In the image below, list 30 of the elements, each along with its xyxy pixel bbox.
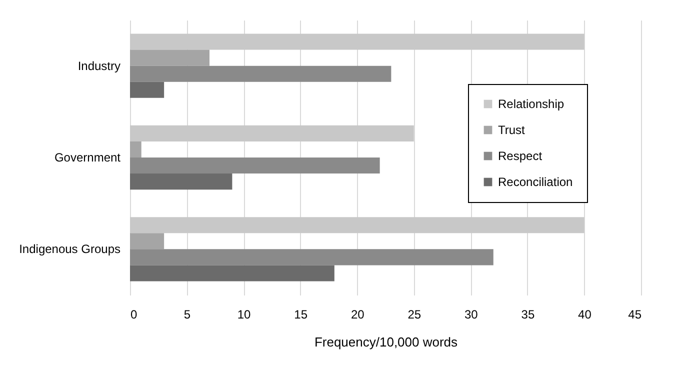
bar — [130, 217, 584, 234]
y-tick-label: Government — [54, 150, 122, 164]
bar — [130, 66, 392, 82]
x-tick-label: 5 — [184, 308, 191, 322]
x-tick-label: 25 — [408, 308, 422, 322]
legend-label: Reconciliation — [498, 175, 573, 189]
bar — [130, 174, 232, 190]
bar — [130, 158, 380, 174]
x-tick-label: 30 — [464, 308, 478, 322]
y-tick-label: Indigenous Groups — [19, 242, 120, 256]
bar — [130, 50, 210, 66]
x-tick-label: 0 — [130, 308, 138, 322]
x-axis-title: Frequency/10,000 words — [314, 334, 458, 350]
bar — [130, 233, 164, 250]
bar — [130, 249, 494, 266]
bar — [130, 34, 584, 50]
x-tick-label: 20 — [350, 308, 365, 322]
legend-label: Respect — [498, 149, 543, 163]
x-tick-label: 15 — [294, 308, 308, 322]
bar — [130, 82, 164, 98]
y-tick-label: Industry — [78, 58, 120, 73]
x-tick-label: 35 — [521, 308, 535, 322]
x-tick-label: 10 — [237, 308, 252, 322]
legend-label: Relationship — [498, 97, 564, 111]
x-tick-label: 45 — [628, 308, 642, 322]
legend-label: Trust — [498, 123, 526, 137]
x-tick-label: 40 — [578, 308, 592, 322]
bar — [130, 125, 414, 142]
bar — [130, 141, 142, 158]
bar — [130, 265, 334, 282]
